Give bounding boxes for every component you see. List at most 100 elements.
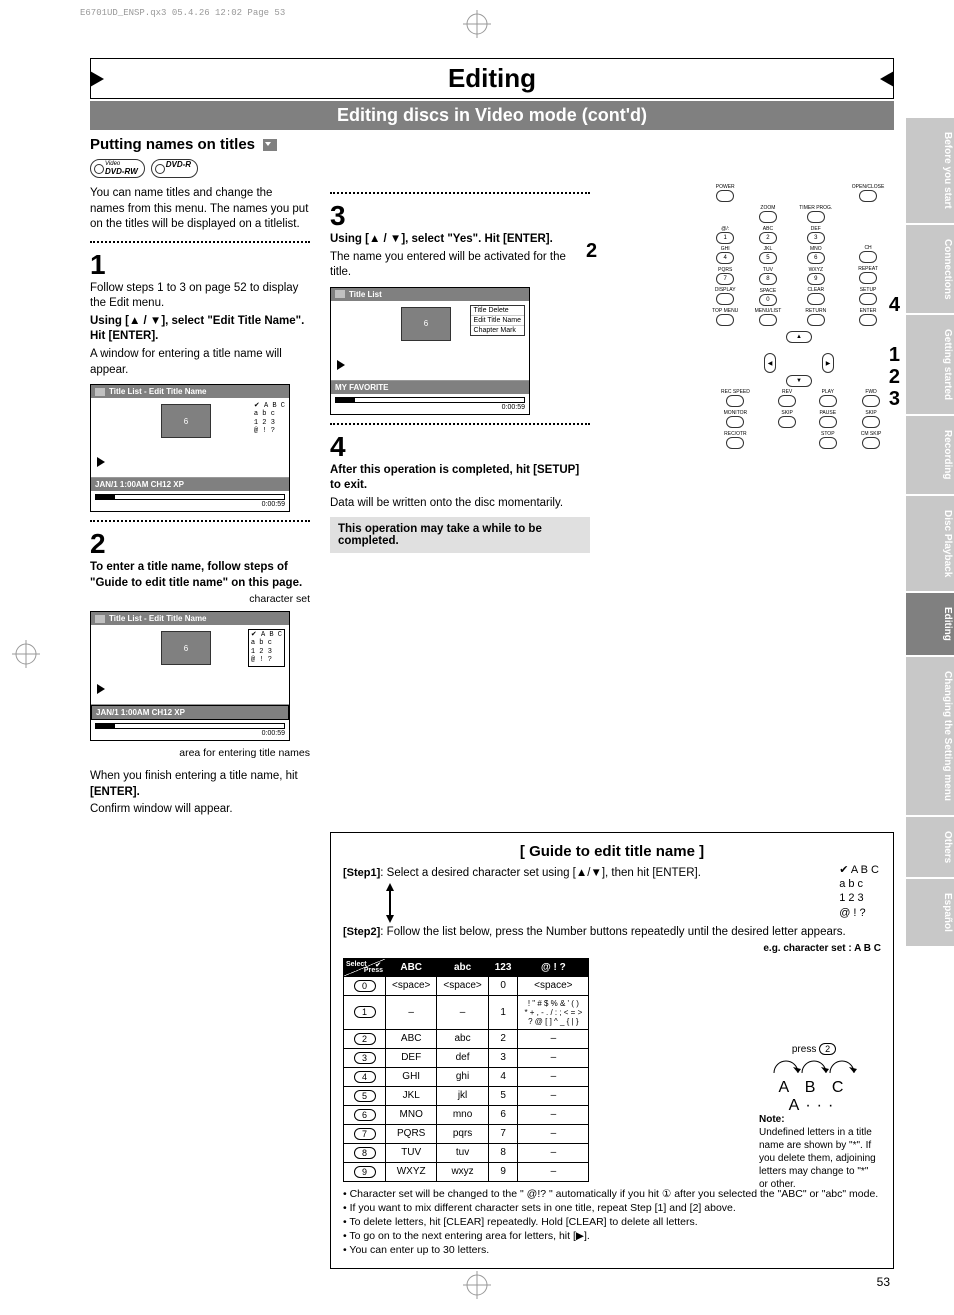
charset-sample: A B C a b c 1 2 3 @ ! ? (839, 863, 879, 920)
ms-time: 0:00:59 (95, 730, 285, 737)
table-header: 123 (488, 958, 518, 976)
table-cell: jkl (437, 1086, 488, 1105)
step3-number: 3 (330, 202, 590, 230)
step2-p3: Confirm window will appear. (90, 802, 310, 818)
step-label: [Step1] (343, 867, 380, 879)
page-title: Editing (90, 58, 894, 99)
side-tab[interactable]: Connections (906, 225, 954, 314)
cs-l1: A B C (839, 863, 879, 877)
disc-badges: Video DVD-RW DVD-R (90, 159, 894, 178)
double-arrow-icon (383, 883, 397, 923)
bullet: To go on to the next entering area for l… (343, 1230, 881, 1242)
step1-p2: Using [▲ / ▼], select "Edit Title Name".… (90, 314, 310, 345)
table-corner: Select✔Press (344, 958, 386, 976)
note-h: Note: (759, 1114, 785, 1125)
divider (90, 520, 310, 522)
table-cell: wxyz (437, 1162, 488, 1181)
side-tab[interactable]: Getting started (906, 315, 954, 414)
play-icon (97, 684, 105, 694)
cs-l4: @ ! ? (251, 656, 282, 664)
table-cell: mno (437, 1105, 488, 1124)
cs-l1: A B C (254, 402, 285, 410)
side-tab[interactable]: Changing the Setting menu (906, 657, 954, 815)
table-btn-cell: 3 (344, 1048, 386, 1067)
table-cell: 1 (488, 995, 518, 1029)
side-tab[interactable]: Español (906, 879, 954, 946)
table-cell: – (518, 1048, 589, 1067)
step3-p2: The name you entered will be activated f… (330, 250, 590, 281)
step2-p2a: When you finish entering a title name, h… (90, 770, 298, 782)
section-heading: Putting names on titles (90, 136, 894, 153)
table-cell: 9 (488, 1162, 518, 1181)
ms-status: MY FAVORITE (335, 383, 389, 392)
table-btn-cell: 1 (344, 995, 386, 1029)
eg-btn: 2 (819, 1043, 836, 1055)
progress-bar (95, 723, 285, 729)
table-cell: 2 (488, 1029, 518, 1048)
warning-note: This operation may take a while to be co… (330, 517, 590, 553)
table-btn-cell: 6 (344, 1105, 386, 1124)
table-btn-cell: 9 (344, 1162, 386, 1181)
table-cell: pqrs (437, 1124, 488, 1143)
divider (330, 423, 590, 425)
table-cell: abc (437, 1029, 488, 1048)
note-body: Undefined letters in a title name are sh… (759, 1127, 876, 1190)
table-cell: – (518, 1029, 589, 1048)
bullet: You can enter up to 30 letters. (343, 1244, 881, 1256)
badge-txt: DVD-RW (105, 167, 138, 176)
table-btn-cell: 5 (344, 1086, 386, 1105)
side-tab[interactable]: Recording (906, 416, 954, 493)
table-cell: – (386, 995, 437, 1029)
thumbnail: 6 (401, 307, 451, 341)
disc-icon (95, 388, 105, 396)
callout-2: 2 (586, 240, 597, 263)
table-cell: – (518, 1086, 589, 1105)
context-menu: Title Delete Edit Title Name Chapter Mar… (470, 305, 525, 336)
callout-1: 1 (889, 344, 900, 367)
table-header: ABC (386, 958, 437, 976)
table-cell: 8 (488, 1143, 518, 1162)
divider (330, 192, 590, 194)
step2-p2b: [ENTER]. (90, 786, 140, 798)
ms-title: Title List (349, 290, 382, 299)
table-cell: def (437, 1048, 488, 1067)
ms-status: JAN/1 1:00AM CH12 XP (96, 708, 185, 717)
menu-item: Chapter Mark (471, 326, 524, 335)
ms-status: JAN/1 1:00AM CH12 XP (95, 480, 184, 489)
dpad: ▲▼◀▶ (764, 331, 834, 387)
cs-l2: a b c (254, 410, 285, 418)
mini-screen-2: Title List - Edit Title Name 6 A B C a b… (90, 611, 290, 741)
thumbnail: 6 (161, 404, 211, 438)
charset-box: A B C a b c 1 2 3 @ ! ? (254, 402, 285, 436)
step4-p2: Data will be written onto the disc momen… (330, 496, 590, 512)
example-box: press 2 A B C A··· (749, 1043, 879, 1115)
step-text: : Select a desired character set using [… (380, 867, 701, 879)
charset-box: A B C a b c 1 2 3 @ ! ? (248, 629, 285, 667)
step4-p1: After this operation is completed, hit [… (330, 463, 590, 494)
side-tab[interactable]: Before you start (906, 118, 954, 223)
ms-title: Title List - Edit Title Name (109, 614, 207, 623)
step2-p2: When you finish entering a title name, h… (90, 769, 310, 800)
table-btn-cell: 0 (344, 976, 386, 995)
table-btn-cell: 8 (344, 1143, 386, 1162)
cs-l2: a b c (839, 877, 879, 891)
guide-note: Note: Undefined letters in a title name … (759, 1113, 879, 1191)
table-cell: 6 (488, 1105, 518, 1124)
side-tab[interactable]: Others (906, 817, 954, 877)
mini-screen-1: Title List - Edit Title Name 6 A B C a b… (90, 384, 290, 512)
col-right: 2 4 1 2 3 POWEROPEN/CLOSEZOOMTIMER PROG.… (610, 184, 894, 819)
eg-arcs-icon (759, 1055, 869, 1075)
cs-l3: 1 2 3 (251, 648, 282, 656)
table-cell: 3 (488, 1048, 518, 1067)
cs-l3: 1 2 3 (254, 419, 285, 427)
side-tab[interactable]: Editing (906, 593, 954, 655)
step2-number: 2 (90, 530, 310, 558)
guide-box: [ Guide to edit title name ] [Step1]: Se… (330, 832, 894, 1269)
ms-title: Title List - Edit Title Name (109, 387, 207, 396)
cs-l4: @ ! ? (839, 906, 879, 920)
ms-time: 0:00:59 (95, 501, 285, 508)
side-tab[interactable]: Disc Playback (906, 496, 954, 591)
table-cell: GHI (386, 1067, 437, 1086)
ms-time: 0:00:59 (335, 404, 525, 411)
table-cell: TUV (386, 1143, 437, 1162)
